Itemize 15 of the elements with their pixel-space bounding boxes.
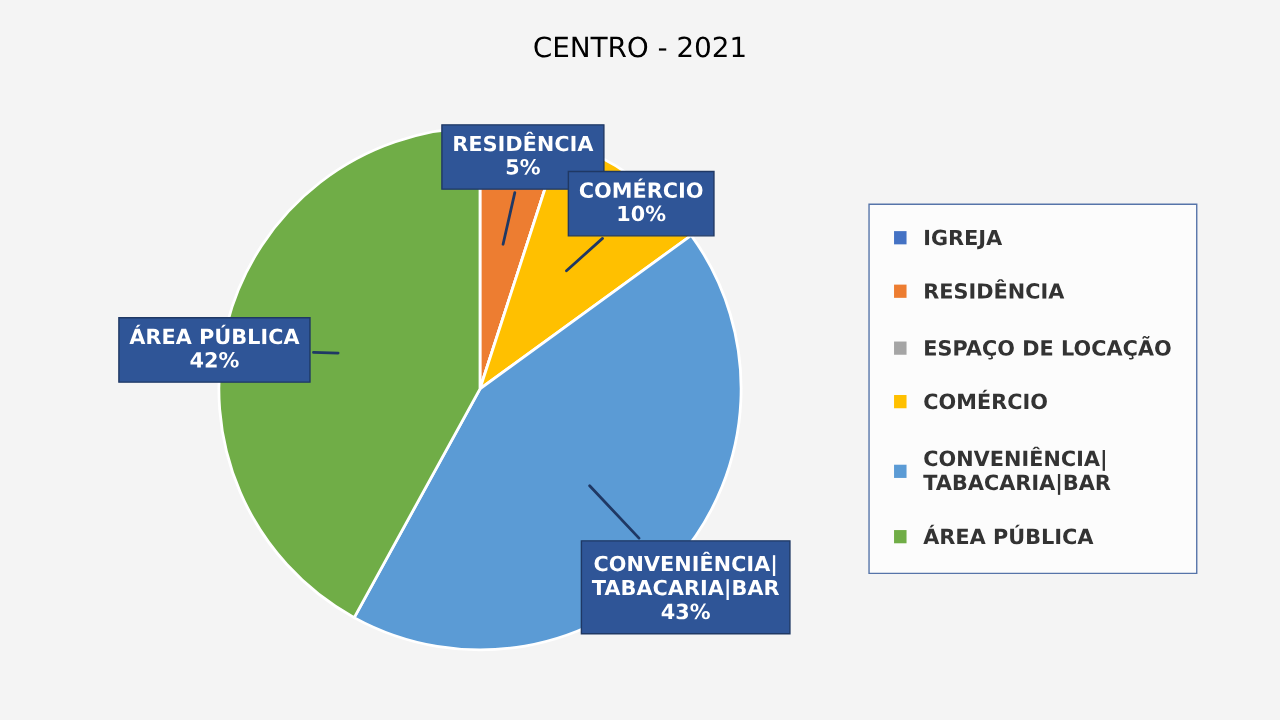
slice-label: CONVENIÊNCIA|TABACARIA|BAR [591,551,780,601]
legend-label: COMÉRCIO [924,389,1047,410]
data-label: 42% [190,351,239,368]
legend-label: CONVENIÊNCIA|TABACARIA|BAR [923,446,1111,495]
legend-label: ESPAÇO DE LOCAÇÃO [925,335,1171,360]
slice-label: ÁREA PÚBLICA [129,324,300,345]
chart-title: CENTRO - 2021 [534,36,745,58]
slice-label: RESIDÊNCIA [454,131,594,152]
slice-label: COMÉRCIO [579,178,703,199]
legend-label: IGREJA [925,229,1003,250]
data-label: 5% [506,158,540,175]
data-label: 10% [618,205,666,222]
data-label: 43% [661,603,710,620]
legend-label: ÁREA PÚBLICA [923,524,1094,545]
legend-label: RESIDÊNCIA [925,279,1065,299]
